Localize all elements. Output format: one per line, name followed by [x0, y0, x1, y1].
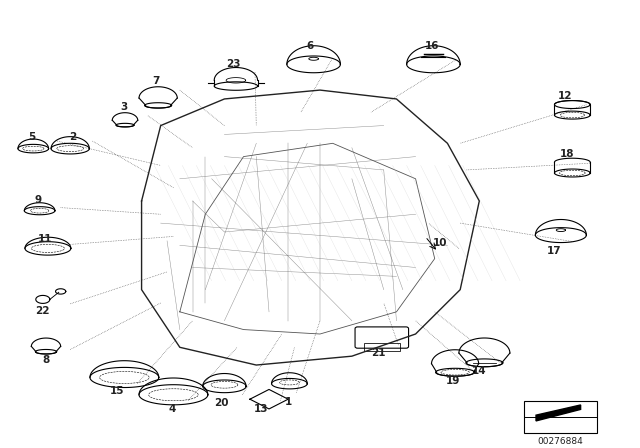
Text: 13: 13 — [254, 404, 269, 414]
Text: 3: 3 — [120, 102, 127, 112]
Text: 8: 8 — [42, 355, 50, 365]
Text: 10: 10 — [433, 238, 447, 248]
Text: 5: 5 — [28, 132, 36, 142]
Text: 00276884: 00276884 — [538, 437, 583, 446]
Polygon shape — [536, 405, 580, 421]
Text: 1: 1 — [285, 397, 292, 407]
Text: 19: 19 — [445, 375, 460, 386]
Bar — [524, 401, 597, 433]
Text: 23: 23 — [226, 60, 241, 69]
Text: 7: 7 — [152, 76, 159, 86]
Text: 15: 15 — [110, 386, 125, 396]
Text: 22: 22 — [36, 306, 50, 316]
Text: 21: 21 — [371, 348, 386, 358]
Text: 14: 14 — [472, 366, 486, 376]
Text: 6: 6 — [306, 41, 314, 51]
Text: 16: 16 — [425, 41, 440, 51]
Text: 2: 2 — [69, 132, 76, 142]
Text: 11: 11 — [38, 234, 52, 244]
Text: 12: 12 — [557, 91, 572, 101]
Text: 4: 4 — [168, 404, 176, 414]
Text: 17: 17 — [547, 246, 561, 256]
Text: 9: 9 — [35, 195, 42, 205]
Text: 20: 20 — [214, 398, 228, 408]
Text: 18: 18 — [560, 149, 575, 159]
